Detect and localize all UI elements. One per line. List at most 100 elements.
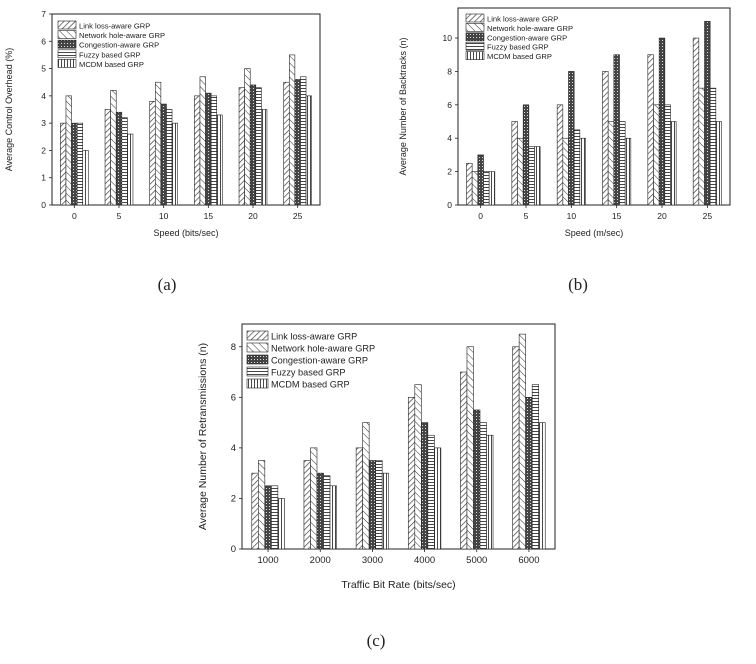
x-tick-label: 1000 (258, 555, 279, 566)
bar (466, 162, 473, 206)
bar (300, 76, 307, 206)
y-tick-label: 5 (41, 64, 46, 74)
bar (427, 434, 435, 550)
bar (658, 37, 666, 206)
bar (466, 346, 474, 550)
legend-label: Network hole-aware GRP (487, 24, 573, 33)
bar (127, 133, 134, 206)
bar (368, 460, 376, 550)
bar (518, 333, 526, 550)
bar (460, 371, 468, 550)
legend-label: Link loss-aware GRP (487, 15, 558, 24)
bar (562, 137, 569, 206)
bar (692, 37, 700, 206)
legend-swatch (465, 32, 485, 42)
legend-label: Fuzzy based GRP (79, 50, 141, 59)
bar (110, 90, 117, 206)
bar (261, 109, 268, 206)
bar (664, 104, 671, 206)
legend-swatch (246, 366, 269, 377)
bar (216, 114, 223, 206)
x-tick-label: 20 (657, 211, 667, 221)
bar (251, 472, 259, 550)
y-tick-label: 6 (41, 36, 46, 46)
caption-a: (a) (157, 275, 177, 294)
bar (512, 346, 520, 550)
bar (210, 95, 218, 206)
y-tick-label: 6 (447, 100, 452, 110)
chart-b: 0 2 4 6 8 10 0 5 10 15 20 25 Speed (m/sec) Average Nu… (398, 7, 731, 238)
bar (709, 87, 717, 206)
bar (602, 71, 609, 206)
bar (531, 384, 539, 550)
bar (607, 121, 615, 206)
bar (355, 447, 363, 550)
bar (534, 146, 541, 206)
bar (121, 117, 128, 206)
y-tick-label: 4 (231, 443, 236, 454)
bar (619, 121, 626, 206)
legend-swatch (246, 354, 269, 365)
bar (82, 150, 89, 206)
x-tick-label: 25 (293, 211, 303, 221)
bar (194, 95, 201, 206)
x-tick-label: 15 (204, 211, 214, 221)
y-tick-label: 2 (447, 167, 452, 177)
bar (434, 447, 442, 550)
bar (199, 76, 206, 206)
bar (613, 54, 620, 206)
x-axis-label: Speed (bits/sec) (153, 228, 218, 238)
bar (149, 101, 156, 206)
bar (624, 137, 632, 206)
bar (303, 460, 311, 550)
bar (323, 475, 331, 550)
bar (486, 434, 494, 550)
bar (283, 81, 290, 206)
bar (305, 95, 312, 206)
legend-swatch (57, 49, 77, 59)
bar (238, 87, 245, 206)
bar (115, 111, 123, 206)
bar (264, 485, 272, 550)
legend-swatch (465, 23, 485, 32)
y-axis-label: Average Number of Backtracks (n) (398, 38, 408, 176)
plot-frame (457, 7, 731, 206)
legend-label: Congestion-aware GRP (487, 33, 567, 42)
bar (414, 384, 422, 550)
bar (104, 109, 111, 206)
x-tick-label: 5 (117, 211, 122, 221)
y-axis-label: Average Number of Retransmissions (n) (197, 343, 209, 530)
plot-frame (51, 13, 321, 206)
y-tick-label: 8 (231, 342, 236, 353)
legend-label: Network hole-aware GRP (271, 344, 375, 354)
bar (556, 104, 564, 206)
legend-swatch (246, 378, 269, 389)
bar (255, 87, 262, 206)
bar (65, 95, 72, 206)
legend-swatch (465, 51, 485, 60)
bar (647, 54, 654, 206)
bar (60, 122, 67, 206)
x-axis-label: Traffic Bit Rate (bits/sec) (341, 579, 455, 591)
legend-swatch (57, 30, 77, 39)
bar (698, 87, 705, 206)
legend-label: MCDM based GRP (487, 52, 552, 61)
bar (329, 485, 337, 550)
bar (294, 79, 301, 206)
y-tick-label: 7 (41, 9, 46, 19)
bar (407, 397, 416, 550)
x-tick-label: 2000 (310, 555, 331, 566)
x-tick-label: 5000 (466, 555, 487, 566)
y-tick-label: 0 (41, 200, 46, 210)
bar (421, 422, 429, 550)
bar (670, 121, 677, 206)
bar (71, 122, 78, 206)
bar (517, 137, 524, 206)
caption-c: (c) (366, 631, 386, 650)
x-tick-label: 3000 (362, 555, 383, 566)
x-tick-label: 6000 (518, 555, 539, 566)
bar (249, 84, 257, 206)
legend-swatch (465, 41, 485, 51)
bar (205, 92, 212, 206)
y-tick-label: 6 (231, 392, 236, 403)
